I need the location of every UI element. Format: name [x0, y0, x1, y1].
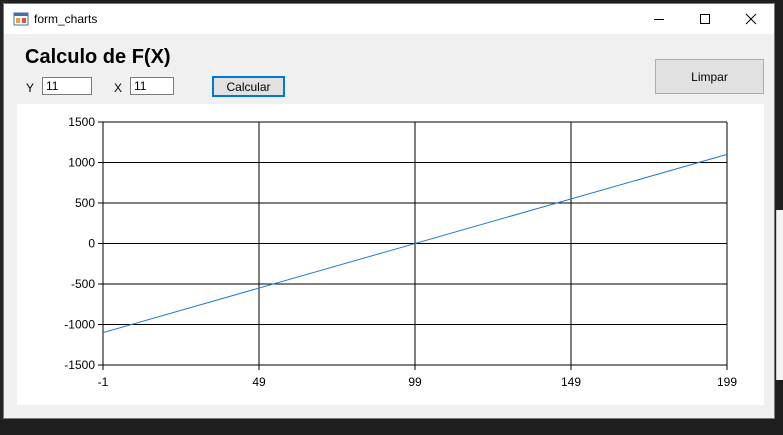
y-tick-label: 500 — [75, 196, 95, 210]
x-tick-label: 199 — [717, 375, 737, 389]
close-button[interactable] — [728, 4, 774, 34]
y-tick-label: -1500 — [64, 358, 95, 372]
y-input[interactable] — [42, 77, 92, 95]
y-tick-label: -500 — [71, 277, 95, 291]
minimize-icon — [654, 19, 664, 20]
x-tick-label: 49 — [252, 375, 266, 389]
x-label: X — [114, 81, 123, 95]
close-icon — [745, 13, 757, 25]
minimize-button[interactable] — [636, 4, 682, 34]
y-tick-label: 1500 — [68, 115, 95, 129]
x-tick-label: 99 — [408, 375, 422, 389]
y-tick-label: 0 — [88, 237, 95, 251]
x-input[interactable] — [130, 77, 174, 95]
y-tick-label: -1000 — [64, 318, 95, 332]
series-line — [102, 153, 728, 334]
form-window: form_charts Calculo de F(X) Y X Calcular… — [3, 3, 775, 419]
chart-area: -1500 -1000 -500 0 500 1000 1500 -1 49 99 149 199 — [17, 104, 764, 405]
y-tick-label: 1000 — [68, 156, 95, 170]
title-bar[interactable]: form_charts — [4, 4, 774, 34]
x-tick-label: -1 — [98, 375, 109, 389]
line-chart: -1500 -1000 -500 0 500 1000 1500 -1 49 99 149 199 — [64, 115, 737, 389]
maximize-button[interactable] — [682, 4, 728, 34]
clear-button[interactable]: Limpar — [655, 59, 764, 94]
background-window-fragment — [776, 210, 783, 380]
x-tick-label: 149 — [561, 375, 581, 389]
window-title: form_charts — [34, 12, 98, 26]
page-title: Calculo de F(X) — [25, 46, 171, 68]
app-form-icon — [13, 11, 29, 27]
calculate-button[interactable]: Calcular — [212, 76, 285, 97]
y-label: Y — [26, 81, 35, 95]
background-editor-bottom — [0, 420, 783, 435]
maximize-icon — [700, 14, 710, 24]
